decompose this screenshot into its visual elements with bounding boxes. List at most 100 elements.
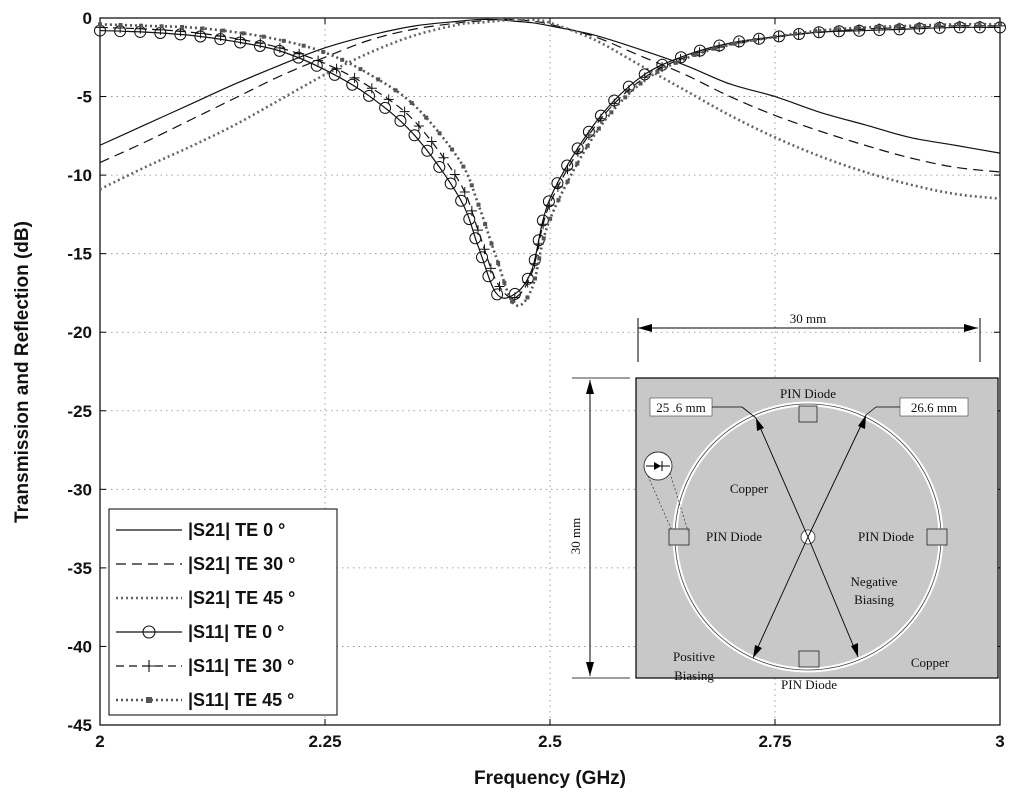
data-point xyxy=(556,198,561,203)
x-tick-label: 2.25 xyxy=(308,732,341,751)
data-point xyxy=(421,144,434,157)
legend-entry: |S11| TE 0 ° xyxy=(116,622,284,642)
positive-biasing-label: Biasing xyxy=(674,668,714,683)
series-6 xyxy=(98,22,1002,307)
data-point xyxy=(409,100,414,105)
data-point xyxy=(437,131,442,136)
positive-label: Positive xyxy=(673,649,715,664)
inset-diagram: 30 mm 30 mm 25 .6 mm xyxy=(568,311,999,692)
data-point xyxy=(936,22,941,27)
data-point xyxy=(379,101,392,114)
legend-entry: |S11| TE 30 ° xyxy=(116,656,294,676)
data-point xyxy=(455,194,468,207)
y-tick-label: -5 xyxy=(77,88,92,107)
data-point xyxy=(294,48,305,59)
data-point xyxy=(655,69,660,74)
y-tick-label: -30 xyxy=(67,480,92,499)
arrowhead xyxy=(858,415,866,429)
height-label: 30 mm xyxy=(568,518,583,554)
data-point xyxy=(541,236,546,241)
data-point xyxy=(583,129,594,140)
legend-label: |S21| TE 45 ° xyxy=(188,588,295,608)
arrowhead xyxy=(851,643,858,657)
width-arrow-right xyxy=(964,324,978,332)
data-point xyxy=(494,281,505,292)
data-point xyxy=(363,89,376,102)
height-arrow-top xyxy=(586,380,594,394)
y-tick-label: -40 xyxy=(67,637,92,656)
radius-arrow-upper-left xyxy=(755,417,809,538)
data-point xyxy=(813,29,818,34)
data-point xyxy=(476,251,489,264)
width-arrow-left xyxy=(638,324,652,332)
axis-ticks: 2 2.25 2.5 2.75 3 0 -5 -10 -15 -20 -25 -30 -35 -40 -45 xyxy=(67,9,1004,751)
data-point xyxy=(692,52,697,57)
copper-outer-label: Copper xyxy=(911,655,950,670)
data-point xyxy=(399,106,410,117)
data-point xyxy=(235,34,246,45)
data-point xyxy=(489,241,494,246)
data-point xyxy=(444,177,457,190)
data-point xyxy=(313,55,324,66)
data-point xyxy=(485,263,496,274)
legend-marker xyxy=(143,660,155,672)
data-point xyxy=(479,244,490,255)
data-point xyxy=(469,183,474,188)
pin-diode-right-label: PIN Diode xyxy=(858,529,914,544)
data-point xyxy=(585,143,590,148)
data-point xyxy=(180,24,185,29)
pin-diode-right-icon xyxy=(926,528,948,546)
data-point xyxy=(383,94,394,105)
legend-label: |S11| TE 0 ° xyxy=(188,622,284,642)
x-tick-label: 2.75 xyxy=(758,732,791,751)
data-point xyxy=(522,277,533,288)
data-point xyxy=(609,110,614,115)
data-point xyxy=(956,22,961,27)
data-point xyxy=(525,295,530,300)
data-point xyxy=(461,164,466,169)
data-point xyxy=(496,261,501,266)
data-point xyxy=(833,27,838,32)
data-point xyxy=(572,146,583,157)
data-point xyxy=(575,161,580,166)
radius-left-label: 25 .6 mm xyxy=(656,400,705,415)
data-point xyxy=(139,23,144,28)
negative-biasing-label: Biasing xyxy=(854,592,894,607)
data-point xyxy=(509,292,520,303)
legend-label: |S11| TE 30 ° xyxy=(188,656,294,676)
data-point xyxy=(732,41,737,46)
data-point xyxy=(538,219,549,230)
data-point xyxy=(595,113,606,124)
data-point xyxy=(261,34,266,39)
radius-right-label: 26.6 mm xyxy=(911,400,957,415)
data-point xyxy=(98,22,102,27)
y-tick-label: -35 xyxy=(67,559,92,578)
data-point xyxy=(565,179,570,184)
legend-entry: |S21| TE 45 ° xyxy=(116,588,295,608)
data-point xyxy=(544,200,555,211)
data-point xyxy=(998,22,1002,27)
data-point xyxy=(895,24,900,29)
data-point xyxy=(623,95,628,100)
pin-diode-top-icon xyxy=(798,405,818,423)
data-point xyxy=(346,78,359,91)
data-point xyxy=(241,31,246,36)
data-point xyxy=(281,38,286,43)
data-point xyxy=(673,60,678,65)
data-point xyxy=(433,160,446,173)
y-tick-label: -45 xyxy=(67,716,92,735)
series-1 xyxy=(99,18,1001,154)
legend-entry: |S21| TE 0 ° xyxy=(116,520,285,540)
leader-line xyxy=(865,406,877,416)
pin-diode-left-label: PIN Diode xyxy=(706,529,762,544)
data-point xyxy=(854,25,859,30)
y-tick-label: -20 xyxy=(67,323,92,342)
data-point xyxy=(491,288,504,301)
data-point xyxy=(752,37,757,42)
data-point xyxy=(413,120,424,131)
series-layer xyxy=(94,17,1006,307)
data-point xyxy=(473,225,484,236)
data-point xyxy=(562,164,573,175)
series-5 xyxy=(95,20,1005,303)
